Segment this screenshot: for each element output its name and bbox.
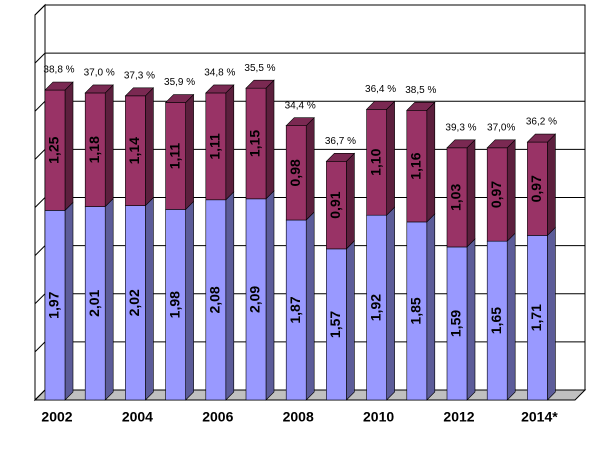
value-label: 0,98	[287, 159, 303, 186]
x-tick-label: 2008	[283, 409, 314, 425]
value-label: 2,08	[207, 286, 223, 313]
bar-side	[506, 232, 516, 401]
value-label: 1,57	[327, 311, 343, 338]
bar-side	[225, 84, 235, 201]
value-label: 1,10	[367, 148, 383, 175]
value-label: 1,15	[247, 130, 263, 157]
bar-side	[225, 191, 235, 401]
bar-side	[185, 200, 194, 401]
labels: 1,97 1,25 38,8 % 2002 2,01 1,18 37,0 % 2,02 1,14…	[41, 63, 558, 425]
annotation: 34,8 %	[204, 68, 235, 79]
bar-top	[205, 84, 235, 94]
annotation: 36,7 %	[325, 136, 356, 147]
bar-top	[285, 117, 315, 126]
value-label: 1,11	[207, 133, 223, 160]
annotation: 37,0 %	[84, 68, 115, 79]
bar-top	[84, 84, 114, 94]
bar-side	[426, 213, 436, 401]
value-label: 0,97	[488, 181, 504, 208]
x-tick-label: 2010	[363, 409, 394, 425]
value-label: 1,16	[408, 152, 424, 179]
bar-side	[346, 240, 355, 401]
value-label: 1,97	[46, 291, 62, 318]
bar-side	[145, 196, 154, 401]
value-label: 1,92	[367, 294, 383, 321]
bar-side	[346, 152, 355, 250]
bar-side	[466, 238, 476, 401]
bar-top	[486, 139, 516, 149]
bar-top	[365, 101, 396, 110]
bar-side	[64, 201, 74, 401]
bar-top	[44, 81, 74, 91]
value-label: 1,14	[126, 137, 142, 164]
annotation: 34,4 %	[285, 100, 316, 111]
grid-line	[34, 4, 585, 16]
bar-side	[265, 190, 275, 401]
bar-side	[64, 81, 74, 212]
value-label: 1,98	[166, 291, 182, 318]
bar-side	[386, 100, 395, 216]
annotation: 36,4 %	[365, 84, 396, 95]
value-label: 1,65	[488, 307, 504, 334]
bar-side	[104, 197, 114, 401]
bar-top	[124, 87, 155, 97]
bar-top	[325, 153, 356, 162]
bar-top	[164, 94, 195, 103]
value-label: 1,87	[287, 296, 303, 323]
bar-top	[245, 79, 275, 89]
x-tick-label: 2004	[122, 409, 153, 425]
annotation: 37,3 %	[124, 70, 155, 81]
bars	[44, 79, 557, 401]
bar-side	[185, 93, 194, 211]
bar-side	[547, 133, 556, 237]
bar-side	[305, 211, 315, 401]
bar-side	[265, 79, 275, 200]
bar-top	[446, 139, 476, 149]
annotation: 37,0%	[487, 122, 515, 133]
bar-side	[305, 116, 315, 221]
value-label: 1,25	[46, 136, 62, 163]
value-label: 1,71	[528, 304, 544, 331]
value-label: 2,09	[247, 286, 263, 313]
value-label: 0,91	[327, 191, 343, 218]
x-tick-label: 2006	[202, 409, 233, 425]
bar-side	[506, 139, 516, 242]
bar-side	[386, 206, 395, 401]
value-label: 1,03	[448, 184, 464, 211]
x-tick-label: 2002	[41, 409, 72, 425]
x-tick-label: 2014*	[521, 409, 558, 425]
value-label: 1,85	[408, 297, 424, 324]
x-tick-label: 2012	[443, 409, 474, 425]
value-label: 2,02	[126, 289, 142, 316]
annotation: 39,3 %	[445, 122, 476, 133]
value-label: 1,59	[448, 310, 464, 337]
annotation: 35,5 %	[244, 63, 275, 74]
bar-side	[547, 226, 556, 401]
bar-top	[526, 133, 557, 143]
bar-top	[406, 101, 436, 111]
bar-side	[104, 84, 114, 208]
bar-side	[466, 139, 476, 248]
value-label: 0,97	[528, 175, 544, 202]
value-label: 2,01	[86, 289, 102, 316]
grid-line	[34, 52, 585, 64]
annotation: 38,8 %	[43, 65, 74, 76]
value-label: 1,18	[86, 136, 102, 163]
annotation: 36,2 %	[526, 117, 557, 128]
value-label: 1,11	[166, 143, 182, 170]
bar-side	[426, 101, 436, 223]
annotation: 35,9 %	[164, 77, 195, 88]
bar-side	[145, 87, 154, 207]
annotation: 38,5 %	[405, 85, 436, 96]
